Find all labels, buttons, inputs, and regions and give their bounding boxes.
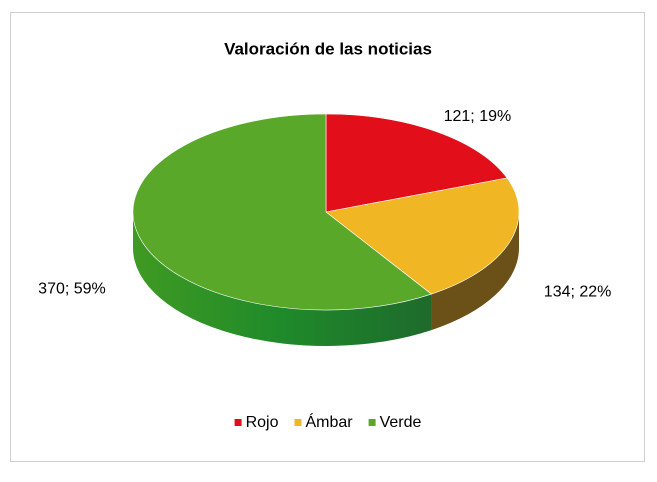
chart-title: Valoración de las noticias <box>224 39 432 58</box>
slice <box>132 113 433 311</box>
data-label: 121; 19% <box>444 108 512 125</box>
legend-label: Ámbar <box>305 412 353 431</box>
data-label: 370; 59% <box>38 280 106 297</box>
legend-label: Rojo <box>246 414 279 431</box>
legend-marker <box>234 419 242 426</box>
slice-side <box>431 212 519 331</box>
slice-side <box>133 212 432 346</box>
slice <box>325 113 508 213</box>
legend-marker <box>294 419 302 426</box>
legend-marker <box>368 419 376 426</box>
slice <box>325 177 520 295</box>
legend-label: Verde <box>380 414 422 431</box>
data-label: 134; 22% <box>544 284 612 301</box>
